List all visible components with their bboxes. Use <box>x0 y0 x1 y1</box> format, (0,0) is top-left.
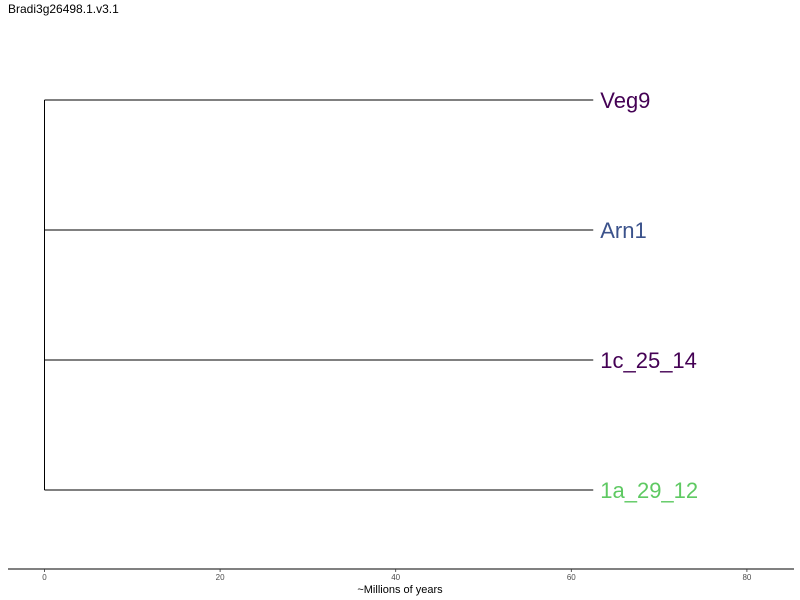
x-axis-ticks: 0 20 40 60 80 <box>42 569 752 582</box>
tip-label-Arn1: Arn1 <box>600 218 646 243</box>
x-tick-label-20: 20 <box>216 573 225 582</box>
tip-label-1c_25_14: 1c_25_14 <box>600 348 697 373</box>
branches <box>44 99 594 491</box>
x-tick-label-0: 0 <box>42 573 47 582</box>
tip-label-1a_29_12: 1a_29_12 <box>600 478 698 503</box>
x-tick-label-40: 40 <box>391 573 400 582</box>
x-axis-title: ~Millions of years <box>357 584 443 596</box>
tip-label-Veg9: Veg9 <box>600 88 650 113</box>
x-tick-label-60: 60 <box>567 573 576 582</box>
x-tick-label-80: 80 <box>742 573 751 582</box>
x-axis: 0 20 40 60 80 ~Millions of years <box>8 568 794 596</box>
page-title: Bradi3g26498.1.v3.1 <box>8 2 119 16</box>
tip-labels: Veg9 Arn1 1c_25_14 1a_29_12 <box>600 88 698 503</box>
